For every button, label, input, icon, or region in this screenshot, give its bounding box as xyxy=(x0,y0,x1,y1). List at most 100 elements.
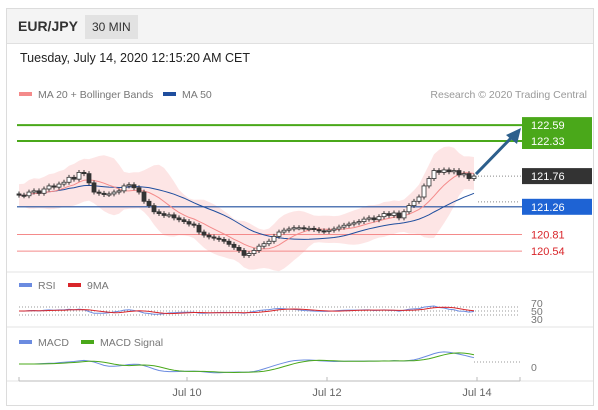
candle-body xyxy=(41,188,47,194)
candle-body xyxy=(361,218,367,222)
legend-swatch-bollinger xyxy=(19,92,32,96)
candle-body xyxy=(346,223,352,226)
candle-body xyxy=(186,221,192,225)
last-price-tag xyxy=(522,168,592,185)
forecast-arrow-head xyxy=(506,128,521,145)
candle-body xyxy=(161,213,167,216)
candle-body xyxy=(386,213,392,216)
candle-body xyxy=(446,169,452,173)
candle-body xyxy=(326,229,332,232)
candle-body xyxy=(431,170,437,179)
candle-body xyxy=(306,227,312,230)
candle-body xyxy=(376,216,382,221)
price-levels xyxy=(17,124,522,252)
candle-body xyxy=(451,170,457,173)
legend-swatch-rsi xyxy=(19,283,32,287)
candle-body xyxy=(331,228,337,231)
candle-body xyxy=(51,185,57,188)
candle-body xyxy=(151,205,157,213)
candle-body xyxy=(61,181,67,185)
pivot-label: 121.26 xyxy=(531,202,565,214)
candle-body xyxy=(411,200,417,206)
legend-swatch-ma50 xyxy=(163,92,176,96)
date-line: Tuesday, July 14, 2020 12:15:20 AM CET xyxy=(20,51,250,65)
candle-body xyxy=(206,234,212,238)
candle-body xyxy=(391,212,397,216)
rsi-level-50: 50 xyxy=(531,306,543,318)
legend-label-bollinger: MA 20 + Bollinger Bands xyxy=(38,89,153,101)
rsi-panel: RSI 9MA 70 50 30 xyxy=(18,280,543,326)
candle-body xyxy=(466,173,472,179)
forecast-arrow-shaft xyxy=(474,136,514,176)
candle-body xyxy=(351,222,357,225)
candle-body xyxy=(296,227,302,230)
legend-label-macd-signal: MACD Signal xyxy=(100,337,163,349)
candle-body xyxy=(106,193,112,196)
macd-line xyxy=(19,351,475,374)
resistance-tag-122.59 xyxy=(522,117,592,134)
resistance-tag-122.33 xyxy=(522,133,592,149)
candle-body xyxy=(36,190,42,194)
candle-body xyxy=(136,187,142,193)
level-labels: 122.59 122.33 121.76 121.26 120.81 120.54 xyxy=(522,117,592,258)
candle-body xyxy=(126,184,132,187)
candle-body xyxy=(416,196,422,202)
timeframe-badge[interactable]: 30 MIN xyxy=(85,15,138,39)
candle-body xyxy=(226,240,232,245)
candle-body xyxy=(71,176,77,180)
candle-body xyxy=(56,183,62,188)
candle-body xyxy=(131,184,137,189)
candle-body xyxy=(256,245,262,251)
candle-body xyxy=(366,217,372,220)
macd-level-0: 0 xyxy=(531,362,537,374)
candle-body xyxy=(406,205,412,213)
forecast-arrow xyxy=(474,128,521,176)
candle-body xyxy=(356,221,362,224)
pivot-tag xyxy=(522,198,592,215)
candle-body xyxy=(171,214,177,219)
candle-body xyxy=(76,171,82,180)
candle-body xyxy=(471,175,477,179)
candle-body xyxy=(156,211,162,214)
candle-body xyxy=(396,212,402,219)
candle-body xyxy=(301,227,307,230)
rsi-level-30: 30 xyxy=(531,314,543,326)
candle-body xyxy=(381,213,387,218)
candle-body xyxy=(146,200,152,206)
candle-body xyxy=(401,211,407,219)
currency-pair: EUR/JPY xyxy=(18,18,78,34)
candle-body xyxy=(21,194,27,197)
legend-swatch-macd xyxy=(19,340,32,344)
candle-body xyxy=(236,247,242,251)
candle-body xyxy=(341,224,347,228)
candle-body xyxy=(211,236,217,239)
macd-panel: MACD MACD Signal 0 xyxy=(19,337,537,374)
legend-label-macd: MACD xyxy=(38,337,69,349)
candle-body xyxy=(116,190,122,193)
candle-body xyxy=(251,250,257,254)
support-label-120.54: 120.54 xyxy=(531,246,565,258)
x-tick-jul12: Jul 12 xyxy=(312,387,341,399)
main-legend: MA 20 + Bollinger Bands MA 50 Research ©… xyxy=(19,89,587,101)
candle-body xyxy=(231,243,237,248)
x-tick-jul14: Jul 14 xyxy=(462,387,491,399)
candle-body xyxy=(86,173,92,184)
candle-body xyxy=(26,191,32,197)
candle-body xyxy=(196,224,202,233)
candle-body xyxy=(16,193,22,196)
resistance-label-122.33: 122.33 xyxy=(531,136,565,148)
candle-body xyxy=(271,235,277,242)
bollinger-fill xyxy=(19,146,474,272)
candle-body xyxy=(421,185,427,198)
candle-body xyxy=(336,226,342,230)
candle-body xyxy=(221,239,227,242)
candle-body xyxy=(441,169,447,173)
candle-body xyxy=(166,214,172,217)
x-axis: Jul 10 Jul 12 Jul 14 xyxy=(172,387,491,399)
macd-signal-line xyxy=(19,352,475,374)
support-label-120.81: 120.81 xyxy=(531,230,565,242)
candle-body xyxy=(46,185,52,190)
legend-swatch-macd-signal xyxy=(81,340,94,344)
candle-body xyxy=(66,176,72,183)
